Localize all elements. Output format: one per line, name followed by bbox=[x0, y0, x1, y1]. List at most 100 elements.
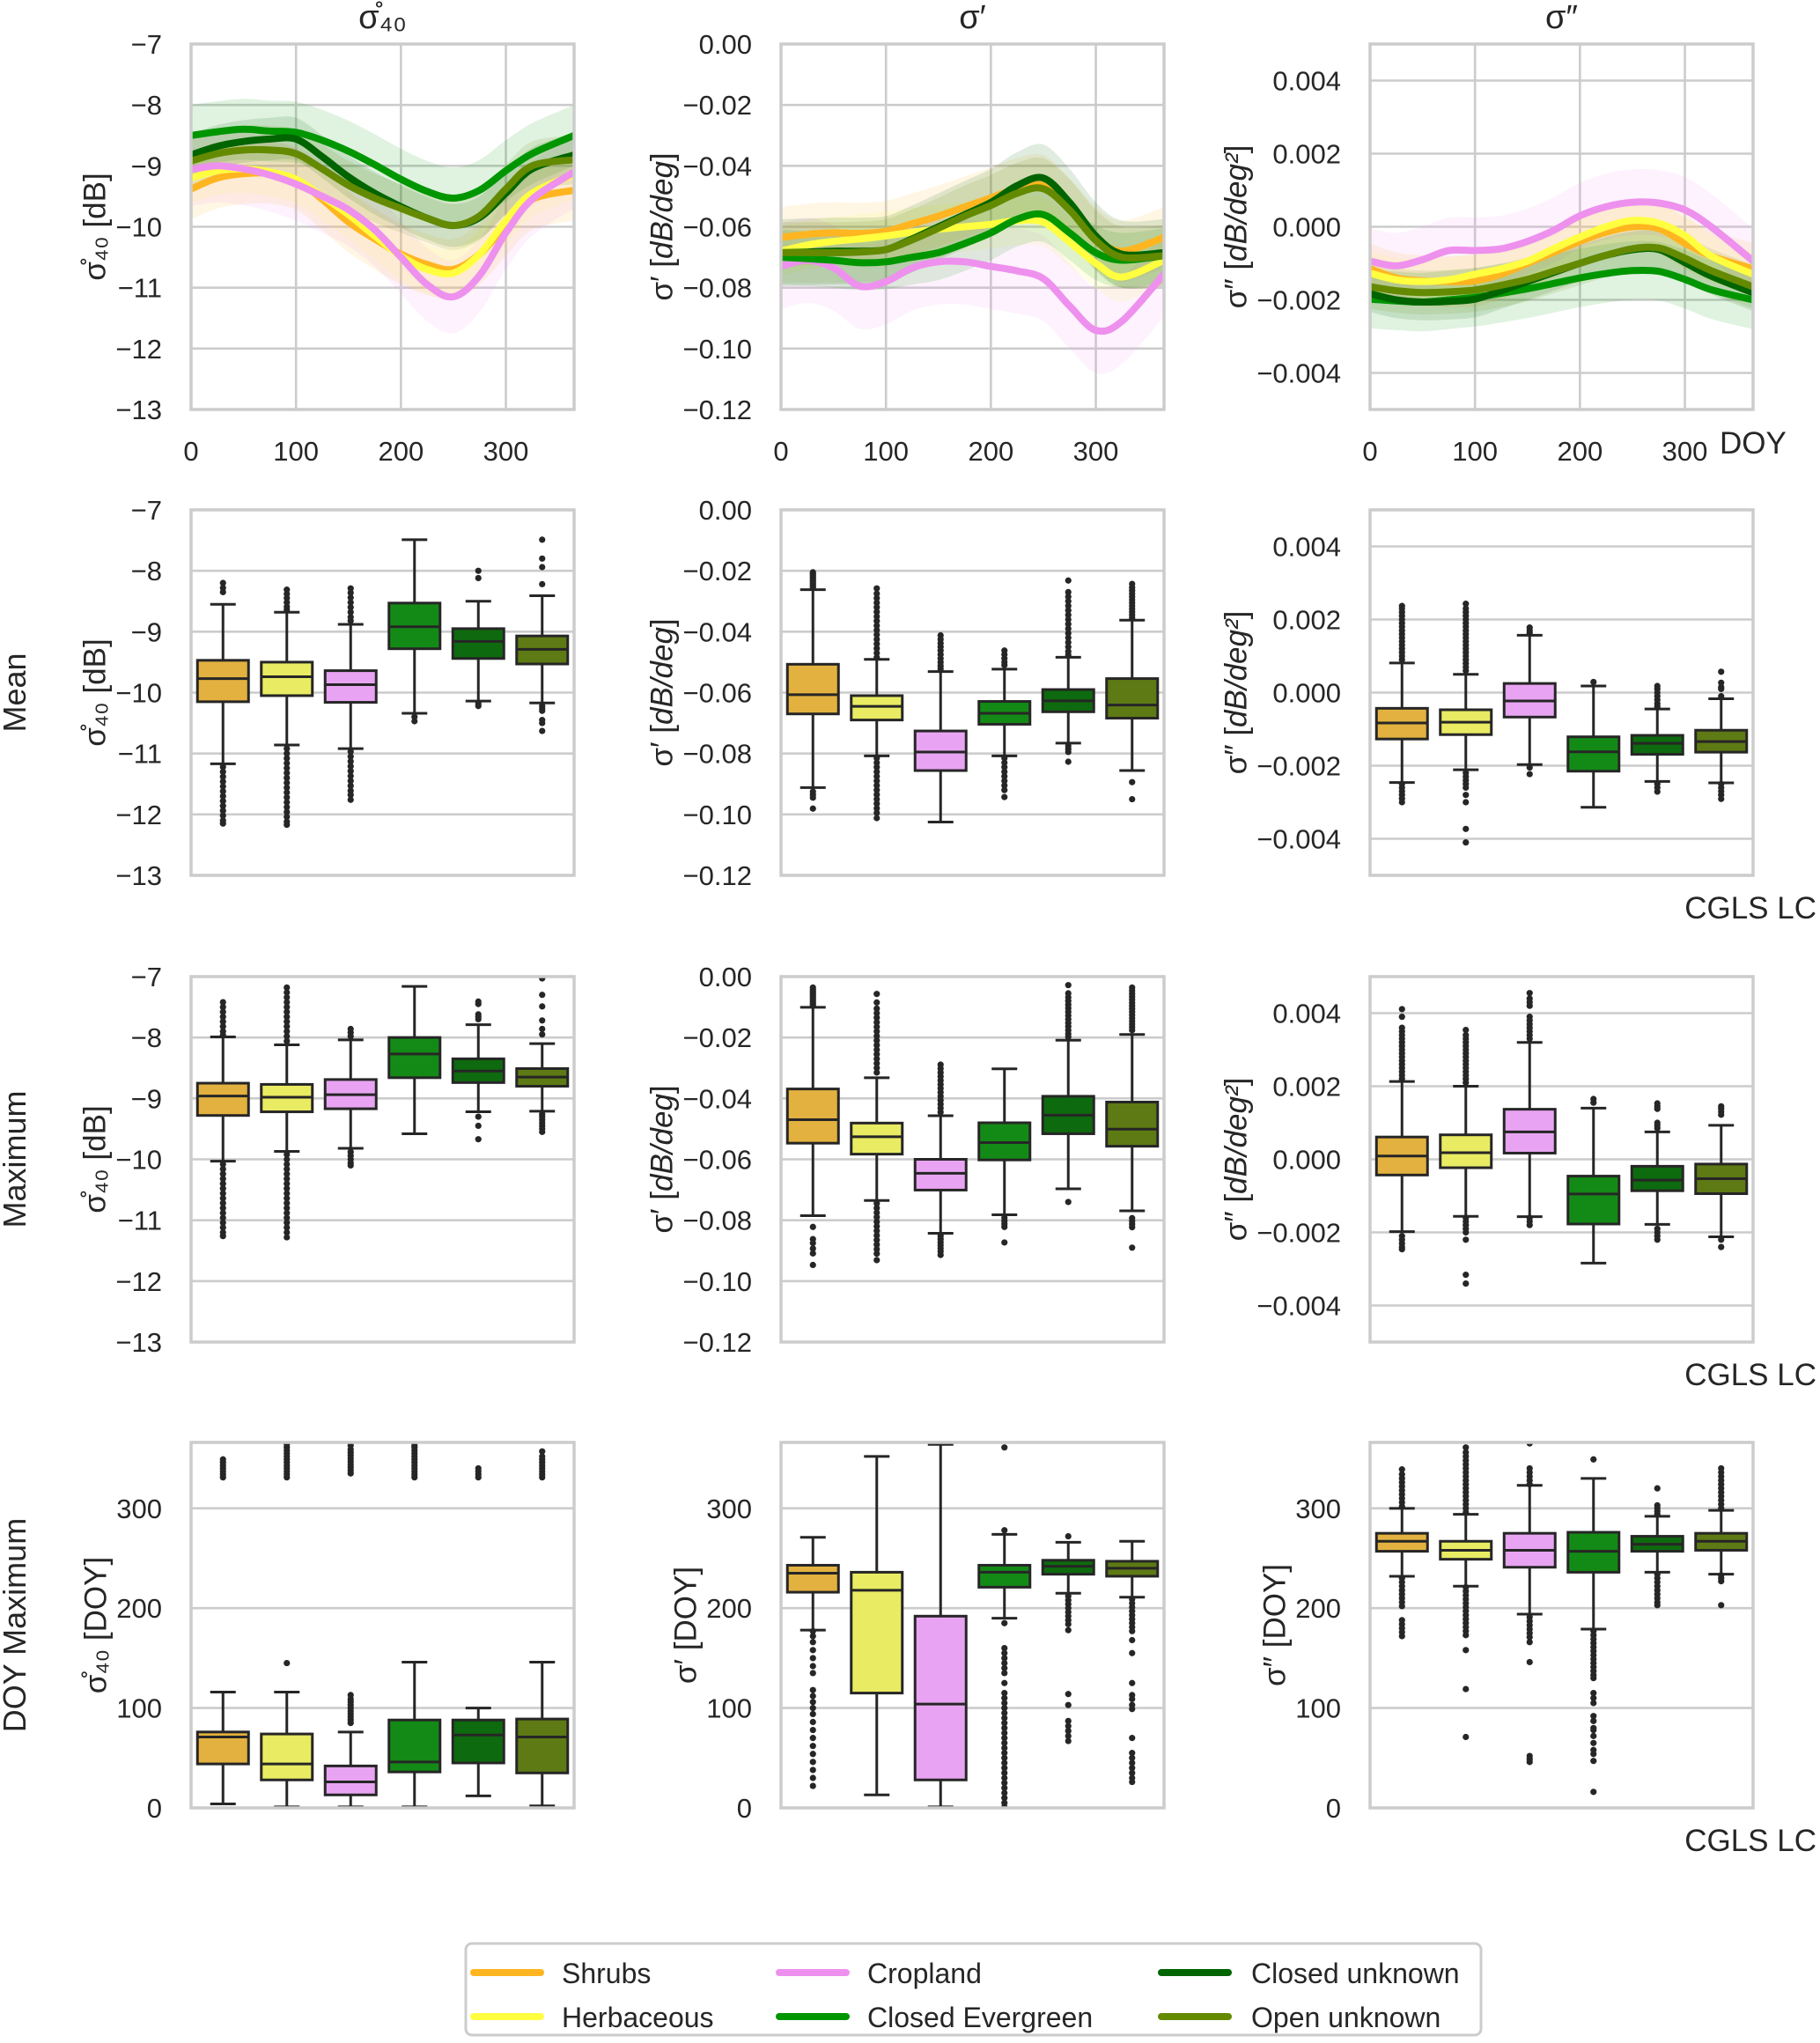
box-shrubs bbox=[785, 569, 840, 812]
y-axis-label: σ′ [dB/deg] bbox=[645, 1085, 680, 1233]
outlier-point bbox=[809, 1735, 816, 1742]
axes-frame bbox=[1368, 1441, 1755, 1810]
box-open-unknown bbox=[515, 536, 570, 734]
outlier-point bbox=[1065, 611, 1072, 618]
y-axis-label-symbol: σ̊₄₀ [dB] bbox=[77, 638, 112, 746]
outlier-point bbox=[284, 814, 291, 821]
outlier-point bbox=[1065, 621, 1072, 628]
outlier-point bbox=[539, 536, 546, 543]
plot-marks bbox=[195, 536, 570, 829]
outlier-point bbox=[1001, 759, 1008, 766]
y-tick-label: 0.00 bbox=[699, 495, 752, 526]
outlier-point bbox=[873, 613, 881, 620]
outlier-point bbox=[1001, 1769, 1008, 1776]
outlier-point bbox=[284, 793, 291, 801]
outlier-point bbox=[475, 1015, 482, 1023]
outlier-point bbox=[937, 1109, 944, 1116]
outlier-point bbox=[1463, 667, 1470, 675]
outlier-point bbox=[1463, 601, 1470, 608]
outlier-point bbox=[284, 1165, 291, 1173]
outlier-point bbox=[873, 1257, 881, 1264]
box-iqr bbox=[451, 627, 505, 660]
y-axis-label-symbol: σ″ [ bbox=[1219, 727, 1253, 775]
outlier-point bbox=[873, 763, 881, 771]
y-tick-label: −8 bbox=[131, 556, 162, 586]
outlier-point bbox=[809, 1240, 816, 1247]
y-tick-label: −0.12 bbox=[683, 395, 752, 425]
axes-frame bbox=[1368, 42, 1755, 411]
y-tick-label: 0.000 bbox=[1272, 678, 1341, 709]
outlier-point bbox=[1463, 1079, 1470, 1086]
outlier-point bbox=[809, 584, 816, 591]
outlier-point bbox=[1065, 625, 1072, 632]
box-herbaceous bbox=[260, 984, 314, 1241]
outlier-point bbox=[219, 1205, 226, 1212]
box-closed-unknown bbox=[1630, 1100, 1684, 1243]
outlier-point bbox=[284, 1028, 291, 1035]
axes-frame bbox=[189, 1441, 576, 1810]
box-iqr bbox=[195, 1081, 250, 1117]
box-iqr bbox=[913, 1158, 968, 1191]
outlier-point bbox=[1526, 1035, 1533, 1043]
column-title: σ″ bbox=[1545, 0, 1578, 36]
outlier-point bbox=[1590, 1751, 1597, 1758]
x-tick-label: 100 bbox=[273, 436, 319, 467]
y-tick-label: −12 bbox=[115, 800, 162, 830]
outlier-point bbox=[1129, 778, 1136, 785]
line-herbaceous bbox=[781, 216, 1164, 281]
outlier-point bbox=[809, 1245, 816, 1252]
y-tick-labels: 0 100 200 300 bbox=[1295, 1494, 1341, 1824]
box-iqr bbox=[387, 1718, 442, 1774]
x-axis-label: DOY bbox=[1720, 426, 1787, 461]
y-axis-label: σ″ [dB/deg²] bbox=[1219, 145, 1253, 309]
outlier-point bbox=[809, 1670, 816, 1677]
outlier-point bbox=[873, 649, 881, 657]
y-tick-label: −0.002 bbox=[1256, 1218, 1341, 1249]
outlier-point bbox=[809, 1751, 816, 1758]
outlier-point bbox=[1065, 588, 1072, 595]
outlier-point bbox=[809, 1250, 816, 1257]
box-iqr bbox=[1566, 1175, 1621, 1226]
y-tick-label: 0.004 bbox=[1272, 66, 1341, 97]
outlier-point bbox=[809, 1663, 816, 1670]
outlier-point bbox=[809, 1710, 816, 1718]
outlier-point bbox=[539, 992, 546, 999]
box-iqr bbox=[323, 669, 378, 704]
outlier-point bbox=[1001, 1765, 1008, 1772]
outlier-point bbox=[219, 999, 226, 1006]
gridlines bbox=[1370, 1012, 1753, 1307]
outlier-point bbox=[1398, 1014, 1405, 1021]
outlier-point bbox=[1463, 1444, 1470, 1451]
y-axis-label-unit: dB/deg bbox=[645, 161, 680, 259]
outlier-point bbox=[347, 782, 354, 789]
y-axis-label: σ″ [dB/deg²] bbox=[1219, 611, 1253, 775]
outlier-point bbox=[1129, 1754, 1136, 1761]
outlier-point bbox=[1001, 773, 1008, 780]
box-closed-unknown bbox=[1041, 982, 1095, 1206]
y-tick-label: 200 bbox=[1295, 1593, 1341, 1624]
y-tick-label: 0.000 bbox=[1272, 1145, 1341, 1176]
outlier-point bbox=[219, 793, 226, 800]
outlier-point bbox=[284, 750, 291, 757]
outlier-point bbox=[1001, 1705, 1008, 1712]
outlier-point bbox=[1526, 1464, 1533, 1472]
box-iqr bbox=[387, 1036, 442, 1080]
y-tick-label: −0.06 bbox=[683, 1145, 752, 1176]
outlier-point bbox=[284, 1195, 291, 1202]
outlier-point bbox=[873, 622, 881, 630]
outlier-point bbox=[1065, 1626, 1072, 1634]
outlier-point bbox=[1129, 1244, 1136, 1251]
y-tick-label: −0.002 bbox=[1256, 285, 1341, 316]
outlier-point bbox=[1654, 1602, 1661, 1609]
outlier-point bbox=[1526, 1634, 1533, 1641]
outlier-point bbox=[284, 1209, 291, 1216]
outlier-point bbox=[1654, 788, 1661, 795]
outlier-point bbox=[284, 1190, 291, 1197]
outlier-point bbox=[347, 1162, 354, 1169]
panel-maximum-sigma-double-prime: −0.004 −0.002 0.000 0.002 0.004 σ″ [dB/deg²] C… bbox=[1219, 975, 1816, 1392]
panel-doy-maximum-sigma-prime: 0 100 200 300 σ′ [DOY] bbox=[668, 1441, 1166, 1824]
outlier-point bbox=[539, 1031, 546, 1038]
outlier-point bbox=[1001, 1664, 1008, 1671]
outlier-point bbox=[1065, 758, 1072, 765]
